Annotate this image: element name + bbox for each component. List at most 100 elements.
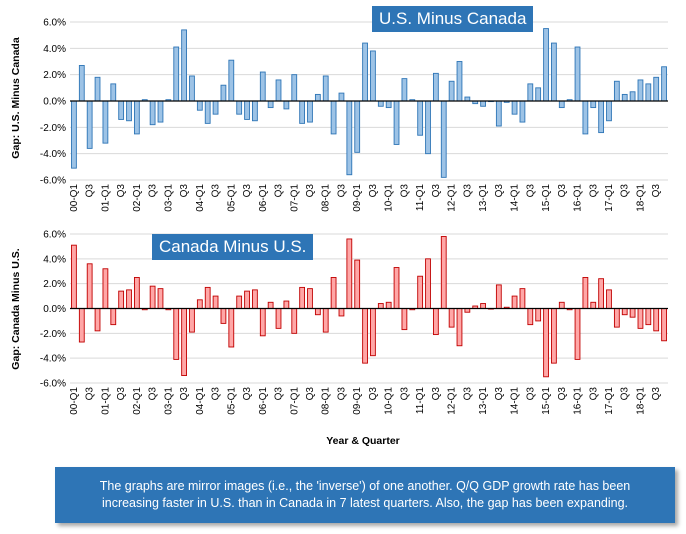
top-bar xyxy=(133,100,140,135)
top-bar xyxy=(338,92,345,102)
bottom-chart-title: Canada Minus U.S. xyxy=(152,234,314,260)
top-bar xyxy=(196,100,203,111)
top-chart-title: U.S. Minus Canada xyxy=(372,6,534,32)
bottom-bar xyxy=(86,263,93,309)
top-x-tick-label: 06-Q1 xyxy=(258,184,269,212)
top-bar xyxy=(495,100,502,127)
bottom-bar xyxy=(189,308,195,333)
bottom-bar xyxy=(220,308,227,324)
top-bar xyxy=(448,80,455,102)
bottom-bar xyxy=(425,258,431,309)
bottom-bar xyxy=(519,288,526,309)
bottom-x-tick-label: Q3 xyxy=(525,387,536,401)
top-bar xyxy=(456,61,463,102)
bottom-bar xyxy=(401,308,408,331)
top-bar xyxy=(228,59,235,102)
bottom-x-tick-label: 16-Q1 xyxy=(573,387,584,415)
bottom-bar xyxy=(645,308,652,326)
bottom-bar xyxy=(283,300,290,309)
bottom-bar xyxy=(417,275,424,309)
top-x-tick-label: Q3 xyxy=(525,184,536,198)
top-x-tick-label: 18-Q1 xyxy=(635,184,646,212)
bottom-bar xyxy=(78,308,85,343)
bottom-bar xyxy=(448,308,455,328)
top-bar xyxy=(236,100,243,115)
bottom-bar xyxy=(621,308,628,316)
bottom-bar xyxy=(126,289,132,309)
top-bar xyxy=(283,100,290,110)
bottom-bar xyxy=(393,267,400,309)
x-axis-label: Year & Quarter xyxy=(326,435,400,447)
top-bar xyxy=(346,100,353,176)
top-x-tick-label: Q3 xyxy=(620,184,631,198)
bottom-bar xyxy=(173,308,180,360)
top-bar xyxy=(645,83,652,102)
bottom-bar xyxy=(606,289,612,309)
bottom-bar xyxy=(558,301,565,309)
bottom-x-tick-label: Q3 xyxy=(494,387,505,401)
top-bar xyxy=(613,80,620,102)
top-bar xyxy=(519,100,526,123)
top-bar xyxy=(527,83,534,102)
bottom-x-tick-label: Q3 xyxy=(274,387,285,401)
top-bar xyxy=(629,91,636,102)
bottom-x-tick-label: 15-Q1 xyxy=(541,387,552,415)
bottom-x-tick-label: 00-Q1 xyxy=(69,387,80,415)
top-bar xyxy=(299,100,306,124)
bottom-bar xyxy=(637,308,644,329)
top-bar xyxy=(220,84,227,102)
top-x-tick-label: Q3 xyxy=(431,184,442,198)
bottom-bar xyxy=(133,277,140,309)
top-bar xyxy=(370,50,376,102)
top-bar xyxy=(425,100,431,155)
top-bar xyxy=(267,100,274,109)
bottom-bar xyxy=(181,308,187,377)
bottom-bar xyxy=(385,301,392,309)
bottom-x-tick-label: 06-Q1 xyxy=(258,387,269,415)
top-x-tick-label: Q3 xyxy=(557,184,568,198)
bottom-bar xyxy=(653,308,660,332)
top-bar xyxy=(385,100,392,109)
top-bar xyxy=(543,28,549,102)
bottom-bar xyxy=(613,308,620,328)
bottom-bar xyxy=(527,308,534,326)
top-x-tick-label: Q3 xyxy=(148,184,159,198)
top-x-tick-label: 02-Q1 xyxy=(132,184,143,212)
top-x-tick-label: Q3 xyxy=(494,184,505,198)
bottom-x-tick-label: Q3 xyxy=(620,387,631,401)
top-x-tick-label: 07-Q1 xyxy=(289,184,300,212)
top-y-tick-label: -4.0% xyxy=(40,149,66,160)
top-x-tick-label: 15-Q1 xyxy=(541,184,552,212)
bottom-bar xyxy=(71,244,77,309)
bottom-bar xyxy=(582,277,589,309)
bottom-bar xyxy=(551,308,557,364)
bottom-x-tick-label: Q3 xyxy=(399,387,410,401)
top-y-tick-label: -2.0% xyxy=(40,123,66,134)
top-bar xyxy=(511,100,518,115)
top-y-tick-label: -6.0% xyxy=(40,176,66,187)
top-bar xyxy=(102,100,109,144)
top-x-tick-label: Q3 xyxy=(179,184,190,198)
bottom-bar xyxy=(307,288,313,309)
bottom-bar xyxy=(377,303,384,309)
bottom-x-tick-label: 14-Q1 xyxy=(510,387,521,415)
top-x-tick-label: Q3 xyxy=(85,184,96,198)
bottom-x-tick-label: Q3 xyxy=(431,387,442,401)
top-bar xyxy=(637,79,644,102)
bottom-bar xyxy=(535,308,542,322)
top-x-tick-label: 03-Q1 xyxy=(163,184,174,212)
top-bar xyxy=(322,75,329,102)
top-bar xyxy=(212,100,219,115)
top-x-tick-label: Q3 xyxy=(462,184,473,198)
bottom-x-tick-label: Q3 xyxy=(179,387,190,401)
bottom-x-tick-label: 01-Q1 xyxy=(100,387,111,415)
bottom-x-tick-label: 11-Q1 xyxy=(415,387,426,414)
bottom-bar xyxy=(252,289,258,309)
top-x-tick-label: Q3 xyxy=(305,184,316,198)
bottom-bar xyxy=(314,308,321,316)
bottom-bar xyxy=(267,301,274,309)
bottom-y-tick-label: 4.0% xyxy=(43,254,66,265)
top-y-tick-label: 6.0% xyxy=(43,18,66,29)
bottom-bar xyxy=(574,308,581,360)
top-x-tick-label: 14-Q1 xyxy=(510,184,521,212)
